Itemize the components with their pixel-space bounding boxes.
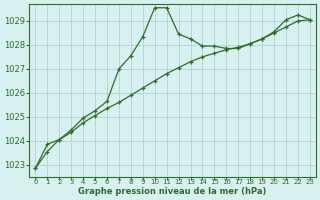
X-axis label: Graphe pression niveau de la mer (hPa): Graphe pression niveau de la mer (hPa): [78, 187, 267, 196]
